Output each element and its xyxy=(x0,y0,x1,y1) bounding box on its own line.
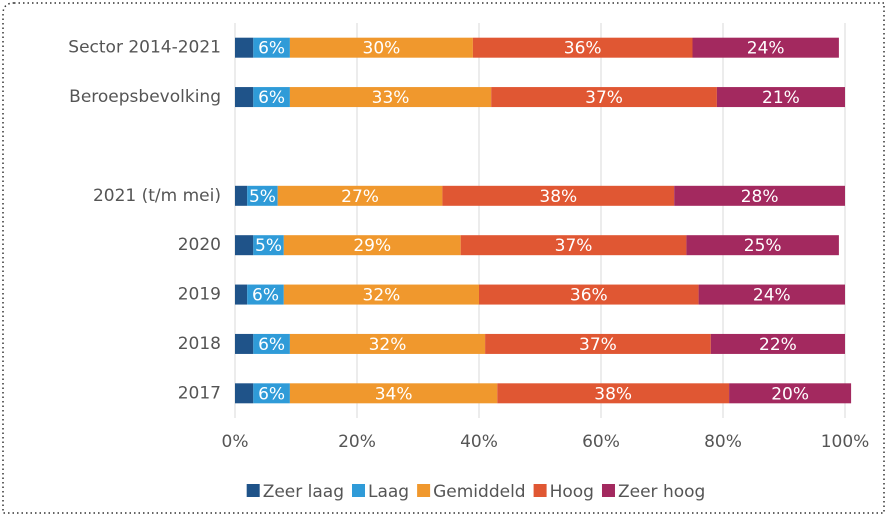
bar-segment xyxy=(491,87,717,108)
data-label: 34% xyxy=(375,384,413,404)
data-label: 33% xyxy=(372,88,410,108)
y-tick-label: Sector 2014-2021 xyxy=(68,38,221,58)
data-label: 6% xyxy=(258,88,285,108)
bar-segment xyxy=(235,235,254,256)
data-label: 6% xyxy=(258,384,285,404)
bar-segment xyxy=(460,235,687,256)
bar-segment xyxy=(289,333,486,354)
bar-segment xyxy=(716,87,845,108)
data-label: 28% xyxy=(741,187,779,207)
bar-segment xyxy=(235,185,248,206)
bar-segment xyxy=(729,383,852,404)
y-tick-label: 2019 xyxy=(178,285,221,305)
legend-swatch xyxy=(417,484,431,497)
bar-segment xyxy=(277,185,443,206)
bar-segment xyxy=(698,284,845,305)
data-label: 6% xyxy=(258,39,285,59)
bar-segment xyxy=(247,185,278,206)
y-tick-label: 2017 xyxy=(178,383,221,403)
data-label: 6% xyxy=(258,335,285,355)
x-tick-label: 0% xyxy=(222,432,249,452)
legend-swatch xyxy=(352,484,365,497)
data-label: 21% xyxy=(762,88,800,108)
legend-swatch xyxy=(533,484,547,497)
y-tick-label: 2020 xyxy=(178,235,221,255)
bar-segment xyxy=(283,284,479,305)
bar-segment xyxy=(472,37,693,58)
bar-segment xyxy=(235,383,254,404)
legend-label: Hoog xyxy=(550,482,594,502)
data-label: 6% xyxy=(252,286,279,306)
data-label: 36% xyxy=(570,286,608,306)
x-tick-label: 40% xyxy=(460,432,498,452)
bar-segment xyxy=(686,235,839,256)
bar-segment xyxy=(235,87,254,108)
legend-swatch xyxy=(601,484,615,497)
bar-segment xyxy=(235,333,254,354)
y-tick-label: Beroepsbevolking xyxy=(69,87,221,107)
bar-segment xyxy=(235,284,248,305)
legend-swatch xyxy=(246,484,260,497)
data-label: 38% xyxy=(539,187,577,207)
bar-segment xyxy=(710,333,845,354)
y-tick-label: 2018 xyxy=(178,334,221,354)
x-tick-label: 80% xyxy=(704,432,742,452)
bar-segment xyxy=(283,235,461,256)
bar-segment xyxy=(289,87,492,108)
data-label: 5% xyxy=(249,187,276,207)
x-tick-label: 100% xyxy=(821,432,870,452)
legend-label: Gemiddeld xyxy=(433,482,525,502)
data-label: 27% xyxy=(341,187,379,207)
data-label: 32% xyxy=(369,335,407,355)
bar-segment xyxy=(289,37,473,58)
bar-segment xyxy=(253,37,290,58)
bar-segment xyxy=(289,383,498,404)
data-label: 37% xyxy=(579,335,617,355)
data-label: 20% xyxy=(771,384,809,404)
x-tick-label: 60% xyxy=(582,432,620,452)
data-label: 38% xyxy=(594,384,632,404)
data-label: 30% xyxy=(363,39,401,59)
bar-segment xyxy=(442,185,675,206)
bar-segment xyxy=(247,284,284,305)
data-label: 36% xyxy=(564,39,602,59)
data-label: 25% xyxy=(744,236,782,256)
x-tick-label: 20% xyxy=(338,432,376,452)
data-label: 22% xyxy=(759,335,797,355)
bar-segment xyxy=(692,37,839,58)
data-label: 24% xyxy=(753,286,791,306)
bar-segment xyxy=(253,235,284,256)
legend-label: Zeer laag xyxy=(263,482,344,502)
legend-label: Zeer hoog xyxy=(618,482,705,502)
data-label: 29% xyxy=(353,236,391,256)
bar-segment xyxy=(479,284,699,305)
data-label: 5% xyxy=(255,236,282,256)
bar-segment xyxy=(485,333,711,354)
data-label: 37% xyxy=(585,88,623,108)
data-label: 32% xyxy=(363,286,401,306)
bar-segment xyxy=(253,383,290,404)
data-label: 24% xyxy=(747,39,785,59)
y-tick-label: 2021 (t/m mei) xyxy=(93,186,221,206)
bar-segment xyxy=(235,37,254,58)
bar-segment xyxy=(253,333,290,354)
bar-segment xyxy=(674,185,845,206)
legend-label: Laag xyxy=(368,482,409,502)
bar-segment xyxy=(253,87,290,108)
bar-segment xyxy=(497,383,730,404)
data-label: 37% xyxy=(555,236,593,256)
